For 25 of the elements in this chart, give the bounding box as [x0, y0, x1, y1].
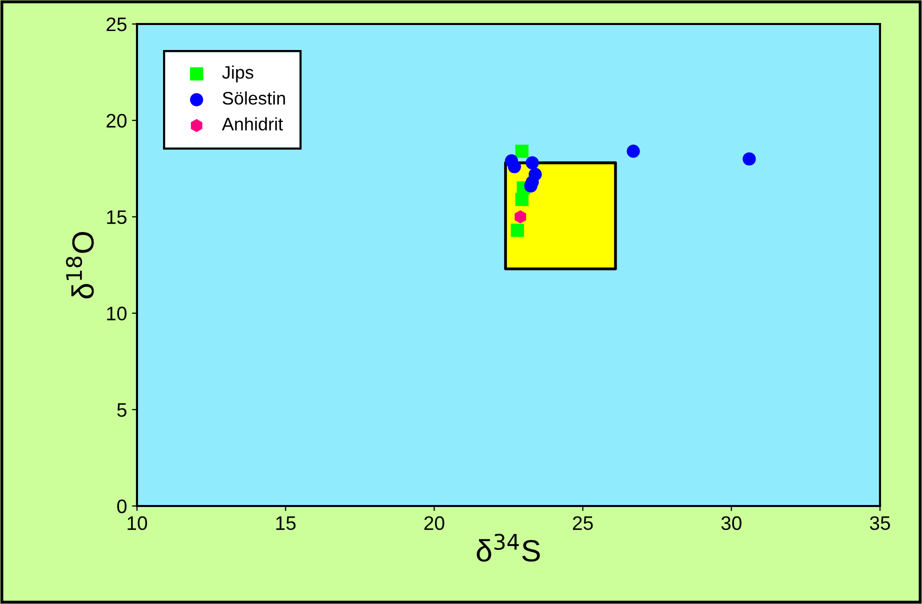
point	[510, 224, 524, 237]
x-axis-title: δ$^{34}$S	[476, 534, 540, 562]
legend-label: Sölestin	[222, 91, 285, 105]
x-tick-label: 25	[572, 516, 593, 530]
y-tick-label: 15	[107, 210, 126, 224]
point	[515, 192, 528, 206]
point	[508, 160, 522, 174]
legend-label: Anhidrit	[222, 117, 283, 131]
point	[514, 210, 526, 224]
y-tick-label: 25	[106, 17, 126, 32]
y-axis-title: δ$^{18}$O	[66, 232, 94, 298]
x-tick-label: 10	[128, 516, 148, 530]
y-tick-label: 0	[117, 499, 127, 514]
y-tick-label: 20	[106, 114, 127, 128]
x-tick-label: 15	[276, 516, 296, 530]
point	[515, 144, 528, 158]
y-tick-label: 10	[107, 306, 127, 320]
x-tick-label: 30	[721, 516, 742, 530]
point	[526, 156, 539, 170]
point	[626, 144, 640, 158]
y-tick-label: 5	[117, 403, 126, 417]
x-tick-label: 20	[424, 516, 444, 530]
x-tick-label: 35	[870, 516, 890, 530]
legend-label: Jips	[222, 66, 254, 82]
point	[742, 152, 756, 166]
